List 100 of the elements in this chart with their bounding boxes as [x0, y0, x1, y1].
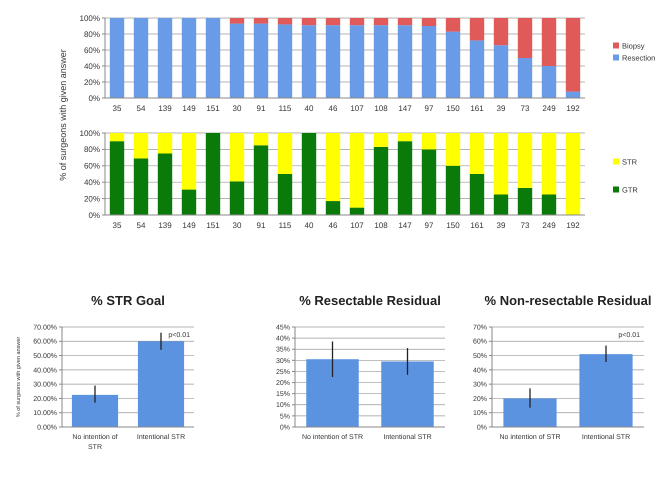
bar: [110, 133, 124, 142]
bar: [494, 18, 508, 46]
y-tick-label: 100%: [80, 128, 100, 138]
bar: [446, 18, 460, 32]
bar: [182, 133, 196, 190]
bar: [278, 18, 292, 24]
bar: [470, 40, 484, 98]
x-tick-label: 107: [350, 221, 364, 230]
x-tick-label: 151: [206, 221, 220, 230]
bar: [254, 133, 268, 146]
bar: [494, 45, 508, 98]
x-tick-label: 107: [350, 104, 364, 113]
bar: [518, 58, 532, 98]
y-tick-label: 40%: [84, 178, 100, 187]
bar: [182, 190, 196, 215]
bar: [302, 133, 316, 215]
bar: [470, 133, 484, 174]
x-tick-label: 161: [470, 221, 484, 230]
x-tick-label: 97: [424, 221, 434, 230]
bar: [398, 25, 412, 98]
x-tick-label: 91: [256, 221, 266, 230]
bar: [326, 133, 340, 202]
bar: [206, 133, 220, 215]
y-tick-label: 60%: [84, 162, 100, 171]
bar: [134, 158, 148, 215]
bar: [374, 18, 388, 26]
x-tick-label: 150: [446, 104, 460, 113]
bar: [374, 133, 388, 147]
y-tick-label: 100%: [80, 14, 100, 23]
bar: [398, 133, 412, 142]
bar: [422, 149, 436, 215]
bar: [110, 18, 124, 98]
x-tick-label: 139: [158, 221, 172, 230]
y-tick-label: 80%: [84, 30, 100, 39]
chart-title: % Non-resectable Residual: [484, 293, 652, 308]
chart-title: % STR Goal: [91, 293, 165, 308]
x-tick-label: 115: [278, 221, 292, 230]
x-tick-label: 30: [232, 221, 242, 230]
bar: [446, 166, 460, 215]
bar: [422, 26, 436, 98]
x-tick-label: 40: [304, 104, 314, 113]
x-tick-label: 46: [328, 221, 338, 230]
bar: [230, 181, 244, 215]
bar: [158, 154, 172, 215]
x-tick-label: 192: [566, 104, 580, 113]
bar: [518, 133, 532, 188]
bar: [182, 18, 196, 98]
y-axis-title: % of surgeons with given answer: [58, 49, 68, 181]
y-tick-label: 20%: [84, 194, 100, 204]
x-tick-label: 35: [112, 104, 122, 113]
bar: [470, 174, 484, 215]
bar: [230, 133, 244, 182]
bar: [542, 66, 556, 98]
x-tick-label: 139: [158, 104, 172, 113]
x-tick-label: 249: [542, 104, 556, 113]
bar: [398, 18, 412, 26]
y-tick-label: 0%: [88, 94, 100, 103]
bar: [254, 145, 268, 215]
x-tick-label: 108: [374, 104, 388, 113]
bar: [470, 18, 484, 40]
bar: [278, 24, 292, 98]
bar: [494, 194, 508, 215]
x-tick-label: 249: [542, 221, 556, 230]
x-tick-label: 40: [304, 221, 314, 230]
x-tick-label: 147: [398, 104, 412, 113]
x-tick-label: 46: [328, 104, 338, 113]
bar: [374, 25, 388, 98]
bar: [230, 18, 244, 24]
bar: [134, 133, 148, 158]
bar: [566, 92, 580, 98]
bar: [350, 18, 364, 26]
x-tick-label: 39: [496, 221, 506, 230]
x-tick-label: 149: [182, 221, 196, 230]
y-tick-label: 0%: [88, 210, 100, 220]
bar: [542, 194, 556, 215]
bar: [278, 133, 292, 174]
x-tick-label: 73: [520, 104, 530, 113]
x-tick-label: 108: [374, 221, 388, 230]
y-tick-label: 60%: [84, 46, 100, 55]
bar: [398, 141, 412, 215]
x-tick-label: 192: [566, 221, 580, 230]
x-tick-label: 149: [182, 104, 196, 113]
x-tick-label: 39: [496, 104, 506, 113]
y-tick-label: 40%: [84, 62, 100, 71]
x-tick-label: 150: [446, 221, 460, 230]
bar: [302, 18, 316, 26]
bar: [446, 133, 460, 166]
bar: [518, 18, 532, 58]
bar: [566, 133, 580, 215]
bar: [566, 18, 580, 92]
x-tick-label: 30: [232, 104, 242, 113]
bar: [350, 25, 364, 98]
x-tick-label: 35: [112, 221, 122, 230]
bar: [542, 133, 556, 194]
bar: [302, 25, 316, 98]
x-tick-label: 147: [398, 221, 412, 230]
bar: [326, 201, 340, 215]
bar: [326, 18, 340, 26]
bar: [230, 24, 244, 98]
bar: [326, 25, 340, 98]
